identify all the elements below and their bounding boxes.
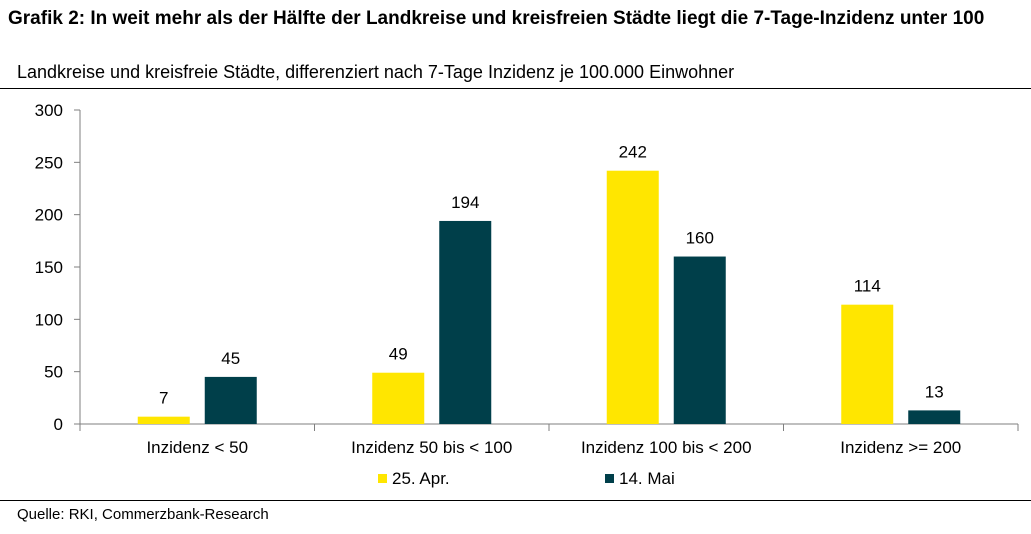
bar-series-1 [841,304,894,424]
bar-value-label: 45 [221,349,240,368]
bar-series-2 [439,220,492,424]
bar-value-label: 242 [619,143,647,162]
x-tick-label: Inzidenz >= 200 [840,438,961,457]
chart-title: Grafik 2: In weit mehr als der Hälfte de… [8,8,985,29]
chart-subtitle: Landkreise und kreisfreie Städte, differ… [17,62,735,82]
bar-value-label: 49 [389,345,408,364]
bar-series-2 [673,256,726,424]
bar-value-label: 194 [451,193,479,212]
legend-label: 25. Apr. [392,469,450,488]
bar-series-1 [137,416,190,424]
chart-axes: 0 50 100 150 200 250 300 Inzidenz < 50 Inzidenz … [35,101,1019,457]
y-tick-label: 0 [54,415,63,434]
bar-series-1 [372,372,425,424]
y-tick-label: 300 [35,101,63,120]
source-note: Quelle: RKI, Commerzbank-Research [17,506,269,523]
bar-chart: 0 50 100 150 200 250 300 Inzidenz < 50 Inzidenz … [35,101,1019,488]
legend-swatch [605,474,614,483]
y-tick-label: 50 [44,363,63,382]
x-tick-label: Inzidenz 100 bis < 200 [581,438,752,457]
bar-value-label: 13 [925,382,944,401]
legend-swatch [378,474,387,483]
chart-data-labels: 7 45 49 194 242 160 114 13 [159,143,944,408]
bar-series-2 [204,376,257,424]
chart-bars [137,170,961,424]
bar-series-1 [606,170,659,424]
top-divider [0,88,1031,89]
y-tick-label: 150 [35,258,63,277]
x-tick-label: Inzidenz 50 bis < 100 [351,438,512,457]
bar-value-label: 7 [159,389,168,408]
y-tick-label: 200 [35,206,63,225]
bar-value-label: 160 [686,229,714,248]
bottom-divider [0,500,1031,501]
chart-legend: 25. Apr. 14. Mai [378,469,675,488]
y-tick-label: 250 [35,153,63,172]
legend-label: 14. Mai [619,469,675,488]
y-tick-label: 100 [35,310,63,329]
bar-series-2 [908,410,961,424]
x-tick-label: Inzidenz < 50 [146,438,248,457]
bar-value-label: 114 [854,277,881,296]
